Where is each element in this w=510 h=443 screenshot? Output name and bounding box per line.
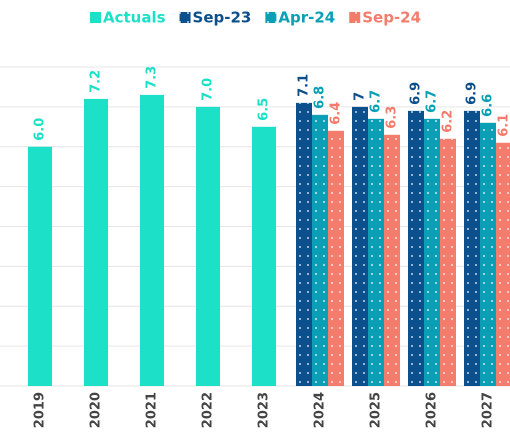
bar-texture [440, 138, 456, 386]
value-label: 6.1 [497, 114, 510, 137]
value-label: 7.1 [297, 74, 312, 97]
value-label: 6.4 [329, 102, 344, 125]
bar-texture [424, 118, 440, 387]
value-label: 7.3 [145, 66, 160, 89]
value-label: 6.2 [441, 110, 456, 133]
bar-texture [384, 134, 400, 386]
value-label: 7.2 [89, 70, 104, 93]
x-tick-label: 2024 [313, 392, 328, 428]
value-label: 6.6 [481, 94, 496, 117]
bar [140, 94, 164, 386]
value-label: 6.3 [385, 106, 400, 129]
x-tick-label: 2021 [145, 392, 160, 428]
bar-texture [368, 118, 384, 387]
bar [196, 106, 220, 386]
x-tick-label: 2026 [425, 392, 440, 428]
legend-texture [265, 12, 277, 23]
value-label: 6.5 [257, 98, 272, 121]
legend-texture [179, 12, 191, 23]
legend-label: Apr-24 [278, 9, 335, 27]
value-label: 6.7 [369, 90, 384, 113]
value-label: 6.8 [313, 86, 328, 109]
bar-texture [480, 122, 496, 386]
bar [84, 98, 108, 387]
value-label: 7.0 [201, 78, 216, 101]
x-tick-label: 2027 [481, 392, 496, 428]
value-label: 6.9 [465, 82, 480, 105]
bar-texture [464, 110, 480, 387]
legend-label: Sep-23 [193, 9, 252, 27]
x-tick-label: 2020 [89, 392, 104, 428]
legend-swatch [90, 12, 101, 23]
bar-texture [296, 102, 312, 386]
x-tick-label: 2025 [369, 392, 384, 428]
legend-label: Sep-24 [362, 9, 421, 27]
bar-texture [328, 130, 344, 386]
legend-texture [349, 12, 361, 23]
x-tick-label: 2022 [201, 392, 216, 428]
value-label: 6.9 [409, 82, 424, 105]
x-tick-label: 2019 [33, 392, 48, 428]
value-label: 6.7 [425, 90, 440, 113]
bar [28, 146, 52, 386]
x-tick-label: 2023 [257, 392, 272, 428]
value-label: 7 [353, 92, 368, 101]
value-label: 6.0 [33, 118, 48, 141]
bar-texture [408, 110, 424, 387]
bar-texture [352, 106, 368, 386]
bar-texture [312, 114, 328, 386]
legend-label: Actuals [103, 9, 166, 27]
bar [252, 126, 276, 386]
bar-texture [496, 142, 510, 386]
